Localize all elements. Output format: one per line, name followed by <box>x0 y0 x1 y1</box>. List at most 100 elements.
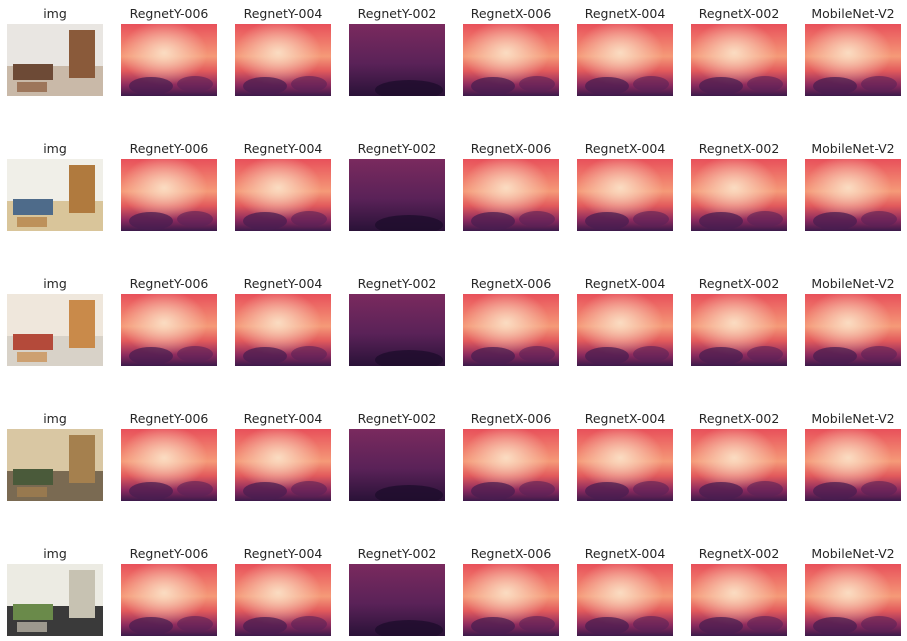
input-photo <box>7 294 103 366</box>
depth-map-image <box>121 159 217 231</box>
panel-r1-c1: img <box>7 5 103 96</box>
panel-r2-c1: img <box>7 140 103 231</box>
depth-map-image <box>121 24 217 96</box>
panel-r5-c5: RegnetX-006 <box>463 545 559 636</box>
panel-r2-c4: RegnetY-002 <box>349 140 445 231</box>
depth-map-image <box>121 294 217 366</box>
panel-title: img <box>43 411 67 426</box>
input-photo <box>7 429 103 501</box>
panel-title: MobileNet-V2 <box>811 546 895 561</box>
depth-map-image <box>463 294 559 366</box>
depth-map-image <box>805 429 901 501</box>
panel-title: RegnetX-004 <box>584 141 666 156</box>
depth-map-image <box>349 294 445 366</box>
panel-title: RegnetY-004 <box>243 6 323 21</box>
panel-r5-c8: MobileNet-V2 <box>805 545 901 636</box>
panel-title: RegnetX-006 <box>470 276 552 291</box>
panel-r4-c7: RegnetX-002 <box>691 410 787 501</box>
panel-title: RegnetY-006 <box>129 141 209 156</box>
panel-title: RegnetX-002 <box>698 6 780 21</box>
panel-r2-c8: MobileNet-V2 <box>805 140 901 231</box>
panel-title: RegnetX-002 <box>698 546 780 561</box>
depth-map-image <box>805 564 901 636</box>
panel-title: RegnetY-004 <box>243 141 323 156</box>
depth-map-image <box>235 159 331 231</box>
panel-title: RegnetY-002 <box>357 411 437 426</box>
panel-title: MobileNet-V2 <box>811 6 895 21</box>
panel-r3-c7: RegnetX-002 <box>691 275 787 366</box>
depth-map-image <box>805 24 901 96</box>
panel-r4-c2: RegnetY-006 <box>121 410 217 501</box>
panel-title: RegnetX-002 <box>698 411 780 426</box>
depth-map-image <box>577 429 673 501</box>
panel-r1-c2: RegnetY-006 <box>121 5 217 96</box>
panel-title: RegnetY-002 <box>357 141 437 156</box>
panel-title: RegnetX-004 <box>584 6 666 21</box>
depth-map-image <box>349 159 445 231</box>
panel-title: img <box>43 276 67 291</box>
panel-r4-c4: RegnetY-002 <box>349 410 445 501</box>
depth-map-image <box>691 429 787 501</box>
panel-title: RegnetX-006 <box>470 546 552 561</box>
panel-r4-c3: RegnetY-004 <box>235 410 331 501</box>
panel-r5-c3: RegnetY-004 <box>235 545 331 636</box>
depth-map-image <box>577 24 673 96</box>
panel-title: RegnetX-006 <box>470 141 552 156</box>
depth-map-image <box>577 159 673 231</box>
panel-r5-c4: RegnetY-002 <box>349 545 445 636</box>
panel-r2-c2: RegnetY-006 <box>121 140 217 231</box>
panel-title: RegnetY-004 <box>243 276 323 291</box>
panel-r4-c8: MobileNet-V2 <box>805 410 901 501</box>
panel-title: RegnetX-002 <box>698 141 780 156</box>
panel-r3-c2: RegnetY-006 <box>121 275 217 366</box>
panel-r3-c3: RegnetY-004 <box>235 275 331 366</box>
panel-title: RegnetX-006 <box>470 6 552 21</box>
panel-r1-c7: RegnetX-002 <box>691 5 787 96</box>
panel-title: RegnetY-004 <box>243 546 323 561</box>
panel-r5-c6: RegnetX-004 <box>577 545 673 636</box>
panel-r3-c8: MobileNet-V2 <box>805 275 901 366</box>
depth-map-image <box>235 564 331 636</box>
panel-r1-c6: RegnetX-004 <box>577 5 673 96</box>
panel-title: MobileNet-V2 <box>811 141 895 156</box>
panel-r5-c2: RegnetY-006 <box>121 545 217 636</box>
panel-title: RegnetX-004 <box>584 411 666 426</box>
depth-map-image <box>235 24 331 96</box>
panel-r5-c1: img <box>7 545 103 636</box>
panel-title: RegnetY-006 <box>129 6 209 21</box>
panel-r1-c3: RegnetY-004 <box>235 5 331 96</box>
depth-map-image <box>577 294 673 366</box>
input-photo <box>7 24 103 96</box>
panel-title: img <box>43 546 67 561</box>
depth-map-image <box>463 24 559 96</box>
depth-map-image <box>235 294 331 366</box>
depth-map-image <box>349 24 445 96</box>
depth-map-image <box>691 159 787 231</box>
panel-title: MobileNet-V2 <box>811 276 895 291</box>
depth-map-image <box>691 564 787 636</box>
input-photo <box>7 564 103 636</box>
depth-map-image <box>577 564 673 636</box>
panel-title: RegnetY-002 <box>357 276 437 291</box>
depth-map-image <box>805 294 901 366</box>
depth-map-image <box>235 429 331 501</box>
depth-map-image <box>805 159 901 231</box>
panel-title: img <box>43 6 67 21</box>
panel-r2-c7: RegnetX-002 <box>691 140 787 231</box>
depth-map-image <box>349 429 445 501</box>
panel-r3-c5: RegnetX-006 <box>463 275 559 366</box>
depth-map-image <box>691 24 787 96</box>
panel-r1-c8: MobileNet-V2 <box>805 5 901 96</box>
panel-r4-c5: RegnetX-006 <box>463 410 559 501</box>
panel-title: RegnetY-002 <box>357 6 437 21</box>
input-photo <box>7 159 103 231</box>
panel-title: RegnetY-006 <box>129 276 209 291</box>
panel-r4-c6: RegnetX-004 <box>577 410 673 501</box>
panel-r1-c4: RegnetY-002 <box>349 5 445 96</box>
depth-map-image <box>691 294 787 366</box>
depth-map-image <box>121 429 217 501</box>
depth-map-image <box>463 159 559 231</box>
panel-title: RegnetY-004 <box>243 411 323 426</box>
panel-title: RegnetX-002 <box>698 276 780 291</box>
depth-map-image <box>121 564 217 636</box>
